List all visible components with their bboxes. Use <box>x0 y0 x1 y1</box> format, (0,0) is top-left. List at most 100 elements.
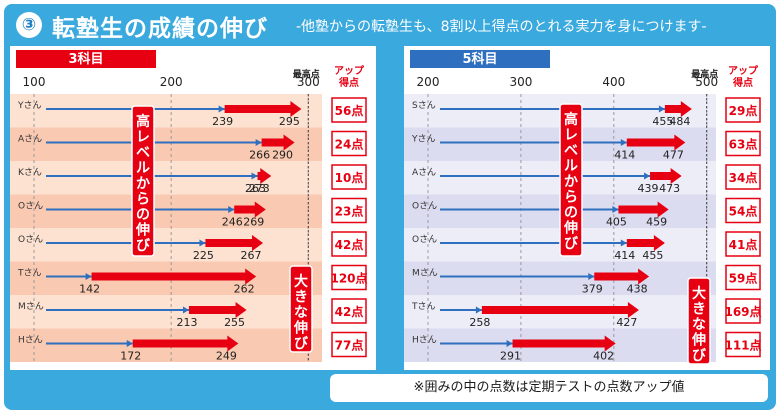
up-score-value: 24点 <box>335 137 364 152</box>
panel-label-box <box>16 50 156 68</box>
group-callout-box <box>131 105 155 257</box>
improvement-arrow <box>512 335 616 352</box>
up-score-box <box>725 130 761 157</box>
header: ③ 転塾生の成績の伸び -他塾からの転塾生も、8割以上得点のとれる実力を身につけ… <box>10 8 770 42</box>
up-score-box <box>331 97 367 123</box>
improvement-arrow <box>234 201 266 218</box>
after-value: 473 <box>659 182 680 195</box>
before-value: 414 <box>614 249 635 262</box>
student-name: Hさん <box>412 335 437 346</box>
up-header-line2: 得点 <box>732 76 753 89</box>
before-value: 266 <box>249 149 270 162</box>
student-name: Tさん <box>17 268 42 279</box>
before-arrowhead <box>182 306 189 314</box>
improvement-arrow <box>188 302 247 318</box>
before-arrowhead <box>658 105 665 113</box>
before-value: 239 <box>212 115 233 128</box>
student-name: Yさん <box>17 100 42 111</box>
improvement-arrow <box>481 302 639 318</box>
before-value: 225 <box>193 249 214 262</box>
up-score-box <box>331 298 367 324</box>
max-score-label: 最高点 <box>293 68 320 80</box>
row-band <box>10 228 322 262</box>
up-score-box <box>725 264 761 291</box>
before-value: 263 <box>245 182 266 195</box>
student-name: Oさん <box>18 234 43 245</box>
group-callout-box <box>289 265 313 353</box>
student-name: Sさん <box>412 100 436 111</box>
before-value: 379 <box>582 283 603 296</box>
up-header-line1: アップ <box>728 64 759 77</box>
row-band <box>10 194 322 228</box>
up-score-value: 42点 <box>335 304 364 319</box>
before-arrowhead <box>506 340 513 347</box>
up-score-box <box>331 264 367 291</box>
after-value: 262 <box>234 283 255 296</box>
footnote: ※囲みの中の点数は定期テストの点数アップ値 <box>330 374 768 402</box>
after-value: 267 <box>241 249 262 262</box>
before-value: 405 <box>606 216 627 229</box>
student-name: Yさん <box>411 134 436 145</box>
x-tick-label: 300 <box>509 75 532 89</box>
before-value: 291 <box>500 350 521 363</box>
improvement-arrow <box>257 168 272 184</box>
up-score-box <box>725 97 761 123</box>
after-value: 427 <box>616 316 637 329</box>
before-arrowhead <box>475 306 482 314</box>
student-name: Aさん <box>18 134 42 145</box>
after-value: 477 <box>663 149 684 162</box>
improvement-arrow <box>261 134 295 151</box>
up-score-value: 54点 <box>729 204 758 219</box>
after-value: 290 <box>272 149 293 162</box>
before-value: 172 <box>120 350 141 363</box>
up-score-box <box>331 197 367 224</box>
panel-label-box <box>410 50 550 68</box>
up-score-box <box>725 164 761 190</box>
x-tick-label: 300 <box>297 75 320 89</box>
before-arrowhead <box>620 239 627 247</box>
panel-3-subjects: 3科目 100 200 300 最高点 アップ 得点 Yさん 239 295 56点 Aさん 266 29… <box>10 46 376 370</box>
up-score-value: 77点 <box>335 338 364 353</box>
x-tick-label: 400 <box>602 75 625 89</box>
after-value: 438 <box>627 283 648 296</box>
before-value: 258 <box>469 316 490 329</box>
page-subtitle: -他塾からの転塾生も、8割以上得点のとれる実力を身につけます- <box>296 19 707 35</box>
page-title: 転塾生の成績の伸び <box>52 16 268 42</box>
panel-label: 5科目 <box>462 51 497 67</box>
x-tick-label: 200 <box>160 75 183 89</box>
before-arrowhead <box>126 340 133 347</box>
after-value: 249 <box>216 350 237 363</box>
up-score-value: 42点 <box>335 237 364 252</box>
up-score-value: 63点 <box>729 137 758 152</box>
improvement-arrow <box>224 101 302 117</box>
x-tick-label: 500 <box>695 75 718 89</box>
group-callout-box <box>559 103 583 257</box>
before-value: 213 <box>176 316 197 329</box>
up-header-line1: アップ <box>334 64 365 77</box>
up-score-box <box>725 331 761 358</box>
after-value: 273 <box>249 182 270 195</box>
x-tick-label: 100 <box>23 75 46 89</box>
group-callout-label: 高レベルからの伸び <box>563 111 579 252</box>
after-value: 455 <box>642 249 663 262</box>
improvement-arrow <box>594 268 650 285</box>
before-arrowhead <box>620 139 627 146</box>
up-header-line2: 得点 <box>338 76 359 89</box>
row-band <box>404 261 716 295</box>
up-score-value: 120点 <box>330 271 367 286</box>
after-value: 459 <box>646 216 667 229</box>
student-name: Mさん <box>412 268 438 279</box>
up-score-box <box>331 231 367 257</box>
after-value: 484 <box>669 115 690 128</box>
improvement-arrow <box>132 335 239 352</box>
student-name: Oさん <box>412 234 437 245</box>
before-value: 246 <box>222 216 243 229</box>
before-arrowhead <box>255 139 262 146</box>
up-score-box <box>331 130 367 157</box>
up-score-box <box>725 298 761 324</box>
improvement-arrow <box>91 268 257 285</box>
panel-5-subjects: 5科目 200 300 400 500 最高点 アップ 得点 Sさん 455 484 29点 Yさん 41… <box>404 46 770 370</box>
student-name: Tさん <box>411 301 436 312</box>
group-callout-label: 高レベルからの伸び <box>135 113 151 254</box>
